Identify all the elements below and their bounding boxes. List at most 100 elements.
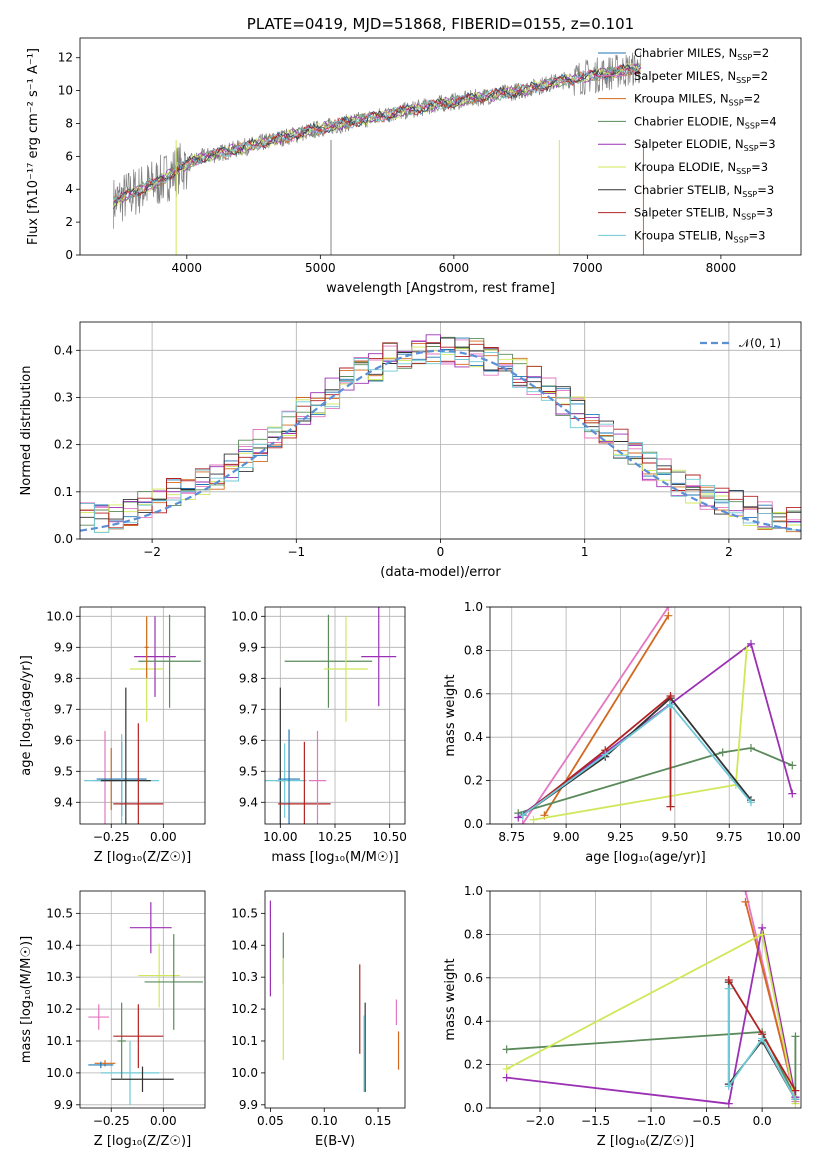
legend: 𝒩(0, 1) [700, 336, 781, 350]
x-tick-label: 10.25 [318, 830, 352, 844]
legend-entry: Chabrier MILES, NSSP=2 [634, 46, 769, 62]
weight-marker [724, 1099, 733, 1108]
weight-line [521, 607, 670, 824]
y-tick-label: 0.2 [464, 774, 483, 788]
panel-3: −0.25 0.00 9.4 9.5 9.6 9.7 9.8 9.9 10.0 Z [log₁₀(… [19, 606, 206, 865]
weight-marker [518, 811, 527, 820]
y-tick-label: 0.4 [464, 730, 483, 744]
y-tick-label: 9.8 [54, 671, 73, 685]
y-tick-label: 9.7 [54, 702, 73, 716]
plot-frame [264, 606, 406, 825]
legend-entry: Kroupa MILES, NSSP=2 [634, 92, 760, 108]
x-tick-label: 8.75 [498, 830, 525, 844]
plot-area [84, 614, 201, 824]
y-tick-label: 9.5 [54, 764, 73, 778]
y-tick-label: 10.0 [231, 1066, 258, 1080]
weight-marker [746, 798, 755, 807]
x-tick-label: −2 [143, 545, 161, 559]
panel-5: 8.75 9.00 9.25 9.50 9.75 10.00 0.0 0.2 0.4 0.6 0.8… [443, 600, 802, 865]
weight-marker [758, 1034, 767, 1043]
residual-histogram [80, 334, 801, 528]
weight-marker [741, 897, 750, 906]
legend-entry: Chabrier STELIB, NSSP=3 [634, 183, 774, 199]
y-tick-label: 9.9 [239, 1098, 258, 1112]
y-tick-label: 10.4 [231, 938, 258, 952]
x-axis-label: mass [log₁₀(M/M☉)] [271, 850, 398, 865]
weight-marker [502, 1064, 511, 1073]
legend-entry: Chabrier ELODIE, NSSP=4 [634, 114, 777, 130]
weight-marker [746, 639, 755, 648]
x-tick-label: 9.75 [716, 830, 743, 844]
panel-2: −2 −1 0 1 2 0.0 0.1 0.2 0.3 0.4 (data-model)/error… [19, 321, 802, 580]
x-tick-label: 6000 [439, 261, 470, 275]
y-tick-label: 8 [65, 116, 73, 130]
plot-area [514, 607, 797, 824]
plot-frame [489, 606, 802, 825]
y-tick-label: 10.3 [231, 970, 258, 984]
y-tick-label: 10 [58, 84, 73, 98]
model-spectrum [113, 65, 641, 201]
x-axis-label: Z [log₁₀(Z/Z☉)] [94, 850, 191, 865]
y-tick-label: 9.4 [54, 795, 73, 809]
plot-frame [264, 890, 406, 1109]
plot-frame [79, 606, 206, 825]
x-tick-label: 9.25 [607, 830, 634, 844]
y-tick-label: 0.0 [54, 532, 73, 546]
weight-marker [741, 891, 750, 895]
x-axis-label: E(B-V) [315, 1134, 355, 1149]
y-axis-label: mass weight [443, 958, 458, 1040]
y-tick-label: 12 [58, 51, 73, 65]
y-tick-label: 9.6 [54, 733, 73, 747]
y-axis-label: mass [log₁₀(M/M☉)] [19, 936, 34, 1063]
panel-6: −0.25 0.00 9.9 10.0 10.1 10.2 10.3 10.4 10.5 Z [l… [19, 890, 206, 1149]
weight-line [522, 703, 752, 817]
y-tick-label: 10.4 [46, 938, 73, 952]
plot-area [265, 607, 397, 824]
y-tick-label: 0.3 [54, 390, 73, 404]
x-tick-label: 0.0 [753, 1114, 772, 1128]
weight-marker [502, 1045, 511, 1054]
weight-marker [791, 1086, 800, 1095]
y-tick-label: 6 [65, 149, 73, 163]
x-axis-label: Z [log₁₀(Z/Z☉)] [94, 1134, 191, 1149]
plot-area [80, 334, 801, 533]
y-axis-label: Flux [fλ10⁻¹⁷ erg cm⁻² s⁻¹ A⁻¹] [26, 48, 41, 245]
y-tick-label: 9.9 [239, 640, 258, 654]
weight-marker [518, 820, 527, 824]
y-tick-label: 10.1 [231, 1034, 258, 1048]
panel-4: 10.00 10.25 10.50 9.4 9.5 9.6 9.7 9.8 9.9 10.0 mas… [231, 606, 407, 865]
legend-entry: Salpeter STELIB, NSSP=3 [634, 206, 773, 222]
x-tick-label: 9.00 [553, 830, 580, 844]
y-axis-label: mass weight [443, 674, 458, 756]
x-tick-label: 1 [581, 545, 589, 559]
plot-area [269, 900, 400, 1093]
y-tick-label: 10.2 [46, 1002, 73, 1016]
plot-frame [79, 321, 802, 540]
y-tick-label: 0.1 [54, 485, 73, 499]
weight-marker [746, 744, 755, 753]
y-tick-label: 9.4 [239, 795, 258, 809]
x-tick-label: 0.10 [311, 1114, 338, 1128]
plot-frame [489, 890, 802, 1109]
weight-line [506, 1031, 797, 1098]
y-tick-label: 9.8 [239, 671, 258, 685]
normal-curve [80, 349, 801, 532]
y-tick-label: 9.5 [239, 764, 258, 778]
y-tick-label: 4 [65, 182, 73, 196]
x-tick-label: 8000 [706, 261, 737, 275]
y-tick-label: 0.0 [464, 817, 483, 831]
y-tick-label: 9.9 [54, 1098, 73, 1112]
x-tick-label: 2 [725, 545, 733, 559]
x-tick-label: −0.25 [93, 1114, 130, 1128]
y-tick-label: 0.4 [54, 343, 73, 357]
x-tick-label: 4000 [172, 261, 203, 275]
x-tick-label: 10.00 [263, 830, 297, 844]
weight-marker [788, 761, 797, 770]
y-tick-label: 0.8 [464, 927, 483, 941]
legend: Chabrier MILES, NSSP=2 Salpeter MILES, NS… [598, 46, 777, 244]
x-tick-label: −1 [287, 545, 305, 559]
weight-marker [666, 802, 675, 811]
panel-8: −2.0 −1.5 −1.0 −0.5 0.0 0.0 0.2 0.4 0.6 0.8 1.0 Z [… [443, 884, 802, 1149]
y-tick-label: 0 [65, 248, 73, 262]
weight-marker [791, 1095, 800, 1104]
